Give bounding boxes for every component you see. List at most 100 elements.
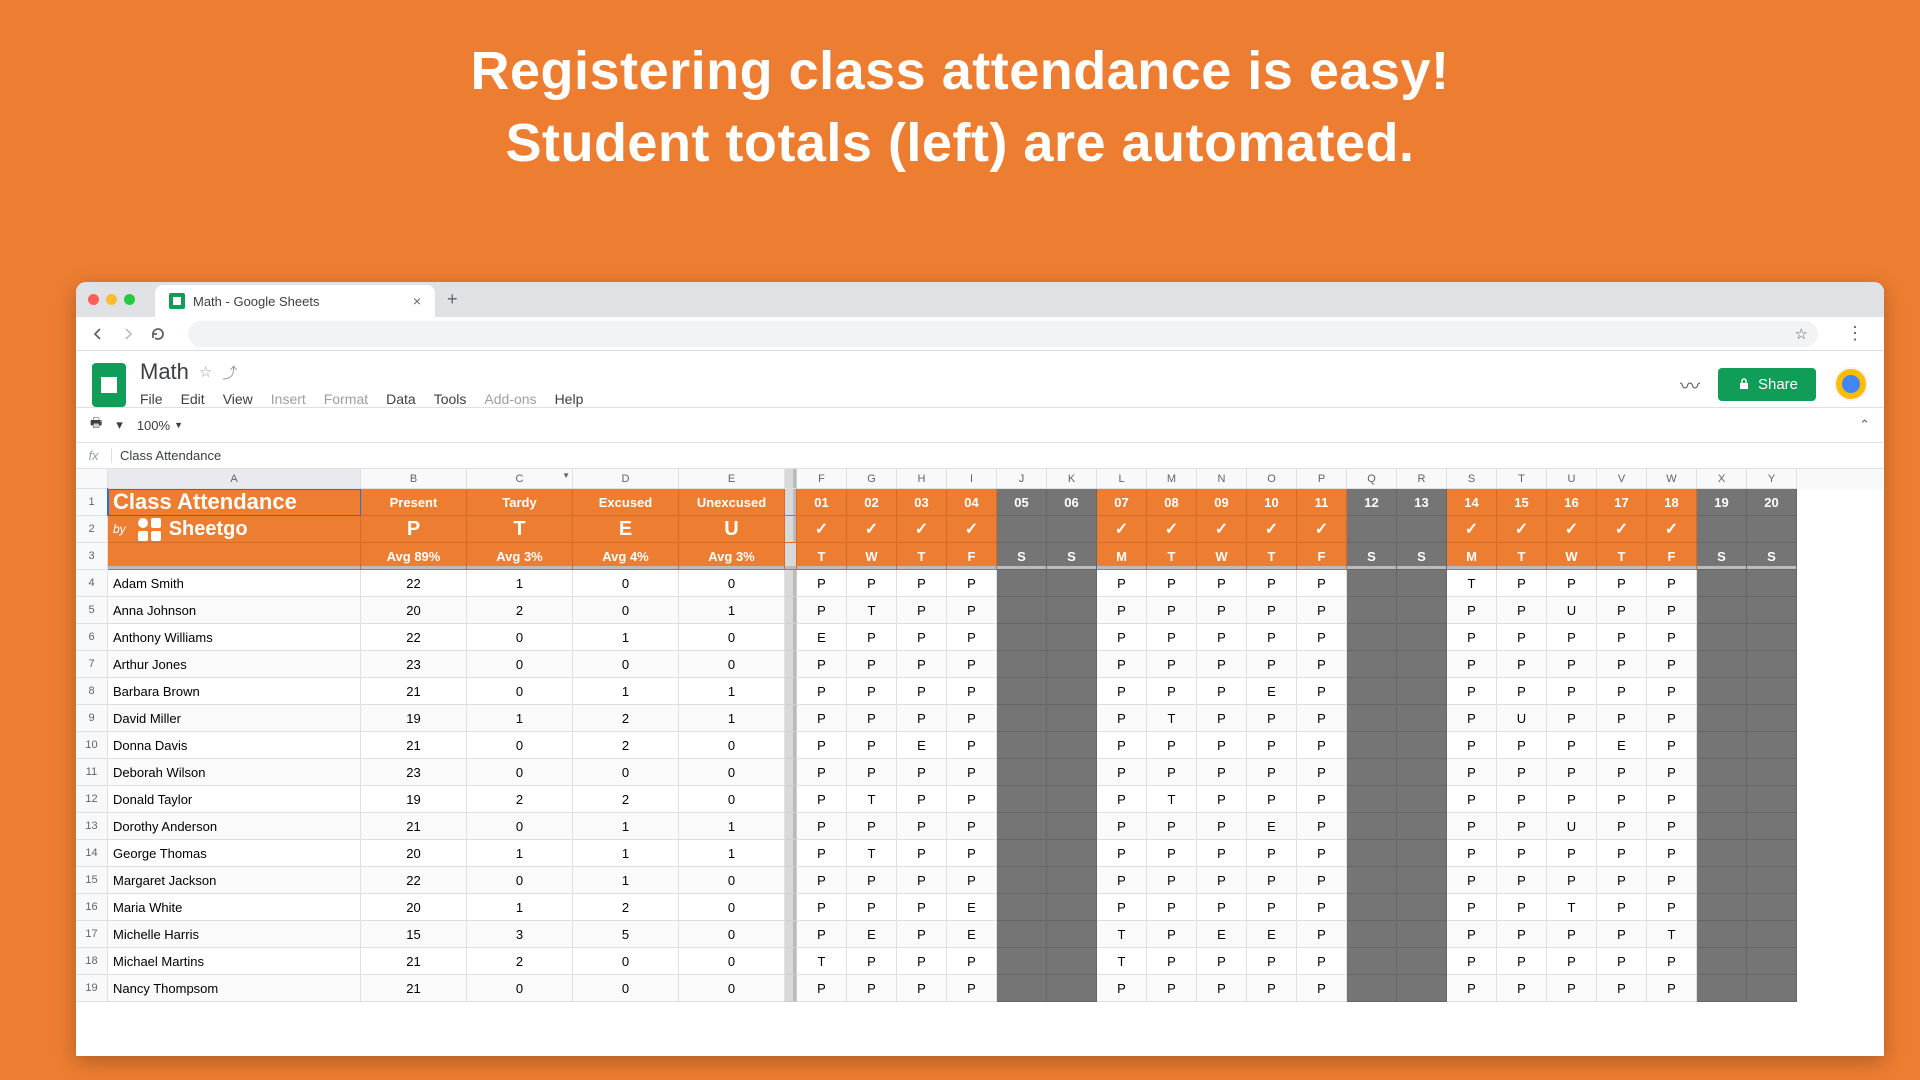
cell[interactable]: F — [1647, 543, 1697, 570]
cell[interactable]: P — [797, 759, 847, 786]
cell[interactable]: 1 — [467, 705, 573, 732]
cell[interactable]: P — [1297, 813, 1347, 840]
cell[interactable]: 0 — [679, 867, 785, 894]
cell[interactable]: P — [1647, 948, 1697, 975]
cell[interactable]: P — [847, 948, 897, 975]
cell[interactable]: P — [1297, 786, 1347, 813]
doc-title[interactable]: Math — [140, 359, 189, 385]
cell[interactable]: P — [1247, 948, 1297, 975]
cell[interactable]: P — [947, 597, 997, 624]
cell[interactable] — [1697, 705, 1747, 732]
cell[interactable]: P — [1447, 921, 1497, 948]
cell[interactable]: 19 — [361, 705, 467, 732]
cell[interactable]: 1 — [573, 678, 679, 705]
cell[interactable]: E — [897, 732, 947, 759]
cell-student-name[interactable]: Dorothy Anderson — [108, 813, 361, 840]
cell[interactable]: 0 — [573, 948, 679, 975]
cell[interactable]: 2 — [467, 597, 573, 624]
col-header[interactable]: C▼ — [467, 469, 573, 489]
cell[interactable]: T — [797, 948, 847, 975]
cell[interactable] — [997, 732, 1047, 759]
cell[interactable]: 2 — [467, 786, 573, 813]
menu-data[interactable]: Data — [386, 391, 416, 407]
cell[interactable]: P — [1497, 597, 1547, 624]
cell[interactable]: 20 — [361, 894, 467, 921]
cell[interactable]: P — [897, 975, 947, 1002]
menu-help[interactable]: Help — [555, 391, 584, 407]
col-header[interactable]: P — [1297, 469, 1347, 489]
cell[interactable] — [1697, 786, 1747, 813]
row-number[interactable]: 10 — [76, 732, 108, 759]
cell[interactable]: ✓ — [797, 516, 847, 543]
col-header[interactable]: M — [1147, 469, 1197, 489]
cell[interactable]: ✓ — [1597, 516, 1647, 543]
cell[interactable]: T — [467, 516, 573, 543]
cell[interactable]: P — [897, 759, 947, 786]
cell[interactable]: P — [1247, 840, 1297, 867]
cell[interactable]: P — [1547, 948, 1597, 975]
cell[interactable]: T — [1597, 543, 1647, 570]
cell[interactable]: P — [1197, 894, 1247, 921]
cell[interactable]: P — [1447, 597, 1497, 624]
row-number[interactable]: 7 — [76, 651, 108, 678]
cell[interactable]: P — [1647, 786, 1697, 813]
cell[interactable]: P — [1547, 786, 1597, 813]
cell[interactable]: P — [947, 732, 997, 759]
cell[interactable]: 1 — [679, 678, 785, 705]
cell[interactable]: P — [847, 759, 897, 786]
new-tab-button[interactable]: + — [435, 289, 470, 310]
cell[interactable]: 08 — [1147, 489, 1197, 516]
cell[interactable] — [1397, 516, 1447, 543]
cell[interactable]: 03 — [897, 489, 947, 516]
cell[interactable]: P — [1147, 732, 1197, 759]
cell[interactable]: P — [1447, 651, 1497, 678]
cell[interactable]: E — [847, 921, 897, 948]
cell[interactable]: 0 — [573, 597, 679, 624]
cell[interactable]: 0 — [679, 732, 785, 759]
cell[interactable]: P — [1197, 624, 1247, 651]
filter-icon[interactable]: ▾ — [116, 417, 123, 433]
cell[interactable]: ✓ — [1447, 516, 1497, 543]
cell[interactable]: P — [1597, 678, 1647, 705]
cell[interactable] — [1047, 840, 1097, 867]
cell[interactable] — [1047, 867, 1097, 894]
cell[interactable]: P — [1597, 867, 1647, 894]
cell[interactable]: P — [1497, 732, 1547, 759]
cell[interactable]: P — [1297, 651, 1347, 678]
cell[interactable]: 1 — [679, 705, 785, 732]
cell[interactable]: P — [1197, 759, 1247, 786]
cell[interactable]: S — [1397, 543, 1447, 570]
cell[interactable] — [1747, 516, 1797, 543]
cell[interactable]: 0 — [679, 921, 785, 948]
cell[interactable]: P — [1597, 759, 1647, 786]
cell[interactable]: P — [947, 759, 997, 786]
cell[interactable]: 0 — [679, 759, 785, 786]
cell[interactable] — [1747, 678, 1797, 705]
cell[interactable]: P — [797, 678, 847, 705]
cell[interactable]: Avg 89% — [361, 543, 467, 570]
cell[interactable]: 0 — [573, 975, 679, 1002]
col-header[interactable]: F — [797, 469, 847, 489]
cell[interactable] — [1347, 921, 1397, 948]
cell[interactable]: 1 — [573, 813, 679, 840]
cell[interactable]: P — [1147, 813, 1197, 840]
cell[interactable]: F — [947, 543, 997, 570]
cell[interactable]: P — [1197, 867, 1247, 894]
cell[interactable]: P — [1247, 624, 1297, 651]
cell[interactable]: Avg 4% — [573, 543, 679, 570]
cell[interactable]: P — [847, 975, 897, 1002]
cell[interactable] — [997, 786, 1047, 813]
cell[interactable] — [1047, 759, 1097, 786]
cell[interactable]: P — [797, 786, 847, 813]
col-header[interactable]: H — [897, 469, 947, 489]
cell[interactable]: P — [1297, 975, 1347, 1002]
cell[interactable]: 0 — [573, 759, 679, 786]
cell[interactable] — [997, 678, 1047, 705]
cell[interactable] — [1747, 624, 1797, 651]
cell[interactable]: P — [1147, 759, 1197, 786]
cell[interactable] — [1047, 651, 1097, 678]
cell[interactable] — [1697, 948, 1747, 975]
col-header[interactable]: T — [1497, 469, 1547, 489]
cell[interactable]: P — [1097, 597, 1147, 624]
tab-close-icon[interactable]: × — [413, 293, 421, 309]
